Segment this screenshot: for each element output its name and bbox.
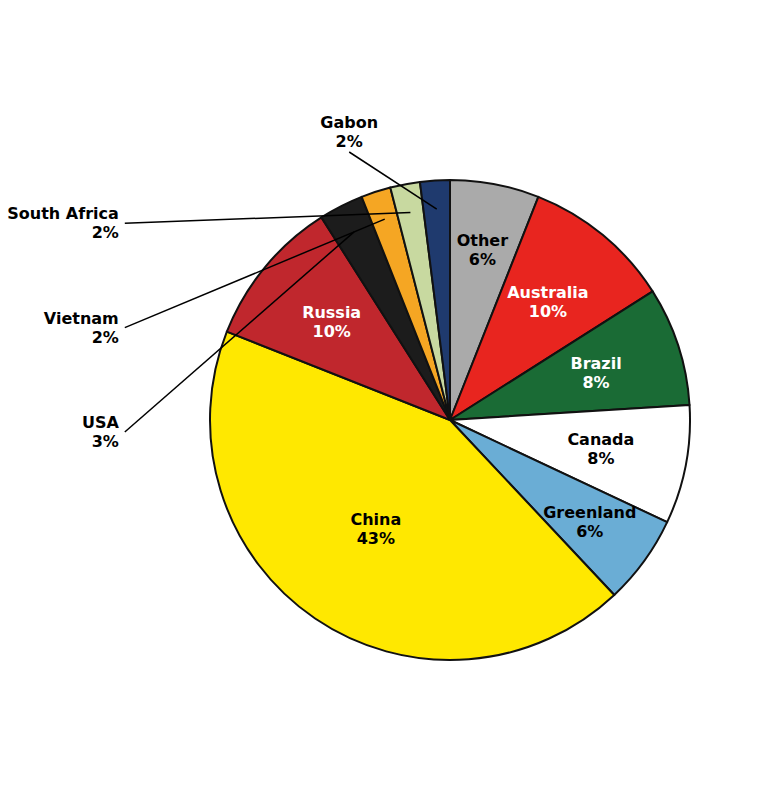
slice-name: Canada (567, 430, 634, 449)
leader-line (125, 232, 354, 432)
slice-name: Vietnam (44, 309, 119, 328)
slice-value: 6% (576, 522, 603, 541)
pie-slice (420, 180, 450, 420)
slice-name: South Africa (7, 204, 119, 223)
data-label: Brazil8% (570, 354, 621, 392)
data-label: Canada8% (567, 430, 634, 468)
background (0, 0, 778, 800)
slices (210, 180, 690, 660)
data-label: USA3% (82, 413, 120, 451)
leader-line (125, 219, 385, 327)
data-label: Other6% (457, 231, 508, 269)
slice-name: Brazil (570, 354, 621, 373)
data-labels: Other6%Australia10%Brazil8%Canada8%Green… (7, 113, 636, 548)
slice-name: USA (82, 413, 120, 432)
data-label: Vietnam2% (44, 309, 119, 347)
slice-value: 2% (92, 223, 119, 242)
slice-value: 6% (469, 250, 496, 269)
slice-value: 2% (336, 132, 363, 151)
slice-name: Russia (302, 303, 361, 322)
data-label: Greenland6% (543, 503, 636, 541)
slice-value: 10% (529, 302, 567, 321)
slice-value: 3% (92, 432, 119, 451)
data-label: Russia10% (302, 303, 361, 341)
data-label: Gabon2% (320, 113, 378, 151)
slice-value: 8% (582, 373, 609, 392)
data-label: South Africa2% (7, 204, 119, 242)
leader-lines (125, 152, 437, 432)
slice-value: 10% (313, 322, 351, 341)
pie-slice (450, 291, 690, 420)
leader-line (349, 152, 437, 209)
chart: Other6%Australia10%Brazil8%Canada8%Green… (0, 0, 778, 800)
leader-line (125, 213, 411, 224)
slice-name: Greenland (543, 503, 636, 522)
slice-name: Gabon (320, 113, 378, 132)
slice-value: 2% (92, 328, 119, 347)
slice-name: Australia (507, 283, 588, 302)
slice-value: 8% (587, 449, 614, 468)
slice-name: China (350, 510, 401, 529)
slice-value: 43% (357, 529, 395, 548)
slice-name: Other (457, 231, 508, 250)
data-label: Australia10% (507, 283, 588, 321)
data-label: China43% (350, 510, 401, 548)
